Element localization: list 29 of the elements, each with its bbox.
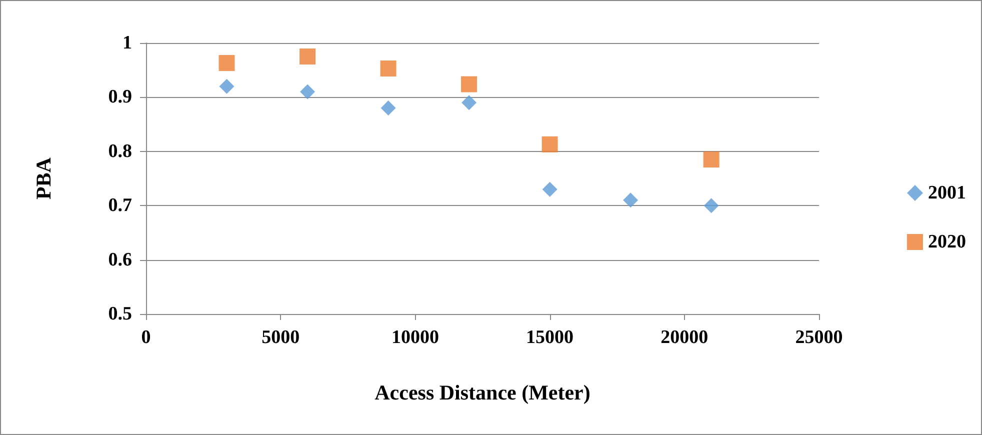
- x-tick-label: 15000: [526, 327, 574, 348]
- legend-label: 2020: [928, 232, 966, 252]
- point: [219, 78, 234, 94]
- y-tick-label: 0.8: [108, 140, 132, 162]
- point: [542, 182, 558, 197]
- y-tick-label: 0.6: [108, 249, 132, 270]
- y-tick-label: 0.5: [108, 304, 132, 324]
- legend-label: 2001: [928, 182, 966, 204]
- x-tick-label: 5000: [262, 327, 300, 348]
- point: [542, 136, 558, 152]
- point: [218, 55, 235, 72]
- point: [380, 100, 396, 116]
- y-axis-title: PBA: [32, 156, 56, 200]
- x-tick-label: 10000: [391, 327, 439, 348]
- point: [380, 60, 396, 76]
- point: [623, 192, 638, 208]
- x-axis-title: Access Distance (Meter): [374, 380, 590, 404]
- x-tick-label: 25000: [795, 327, 843, 348]
- y-tick-label: 0.7: [108, 195, 132, 216]
- point: [703, 152, 720, 168]
- point: [300, 84, 316, 100]
- x-tick-label: 0: [141, 327, 151, 348]
- x-tick-label: 20000: [660, 327, 708, 348]
- point: [300, 48, 316, 65]
- point: [704, 198, 719, 214]
- y-tick-label: 0.9: [108, 86, 132, 108]
- point: [461, 76, 478, 92]
- y-tick-label: 1: [122, 32, 132, 54]
- point: [462, 95, 477, 110]
